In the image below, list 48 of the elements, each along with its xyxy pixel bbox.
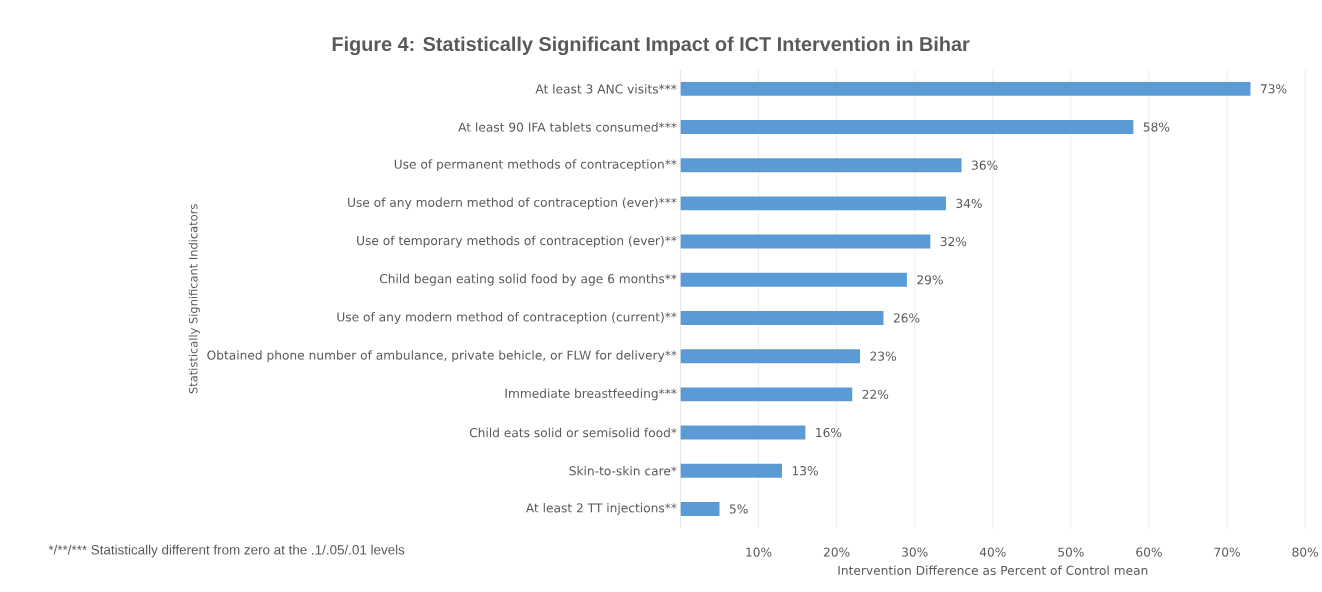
bar (680, 196, 946, 211)
bar (680, 502, 720, 517)
data-label: 13% (792, 466, 818, 476)
y-tick-label: Child began eating solid food by age 6 months** (379, 273, 677, 286)
x-tick-label: 50% (1058, 547, 1084, 557)
y-tick-label: At least 3 ANC visits*** (535, 84, 677, 94)
bar (680, 234, 931, 249)
bar (680, 120, 1134, 135)
x-tick-label: 10% (746, 547, 772, 557)
y-tick-label: At least 2 TT injections** (525, 503, 677, 515)
y-tick-label: Skin-to-skin care* (569, 466, 677, 476)
bar (680, 311, 884, 326)
x-tick-label: 70% (1214, 547, 1240, 557)
data-label: 34% (956, 198, 982, 209)
y-tick-label: Child eats solid or semisolid food* (469, 427, 677, 438)
y-tick-label: Use of any modern method of contraception (current)** (337, 312, 677, 324)
y-tick-label: Immediate breastfeeding*** (505, 388, 677, 401)
data-label: 22% (862, 389, 889, 400)
y-tick-label: At least 90 IFA tablets consumed*** (458, 122, 677, 132)
data-label: 58% (1143, 122, 1170, 132)
y-tick-label: Obtained phone number of ambulance, private behicle, or FLW for delivery** (207, 350, 677, 363)
text: */**/*** Statistically different from zero at the .1/.05/.01 levels (48, 544, 405, 558)
x-tick-label: 20% (823, 547, 850, 557)
data-label: 5% (729, 504, 748, 514)
data-label: 26% (893, 313, 920, 323)
data-label: 23% (870, 351, 896, 361)
x-tick-label: 80% (1292, 547, 1319, 557)
y-tick-label: Use of temporary methods of contraception (ever)** (357, 235, 677, 248)
y-tick-label: Use of any modern method of contraception (ever)*** (348, 197, 677, 210)
bar (680, 158, 962, 173)
y-tick-label: Use of permanent methods of contraception** (394, 159, 677, 172)
data-label: 73% (1260, 84, 1287, 94)
bar (680, 463, 782, 478)
bar (680, 349, 861, 364)
y-axis-title: Statistically Significant Indicators (188, 204, 200, 394)
x-axis-title: Intervention Difference as Percent of Control mean (838, 565, 1148, 576)
x-tick-label: 40% (979, 547, 1006, 557)
data-label: 32% (940, 237, 967, 247)
bar (680, 81, 1251, 96)
bar (680, 387, 853, 402)
data-label: 29% (917, 275, 943, 285)
data-label: 16% (816, 428, 842, 438)
chart-title: Figure 4: Statistically Significant Impact of ICT Intervention in Bihar (332, 36, 970, 56)
bar (680, 425, 806, 440)
data-label: 36% (971, 160, 998, 170)
bar (680, 272, 907, 287)
x-tick-label: 30% (902, 547, 928, 557)
x-tick-label: 60% (1136, 547, 1162, 557)
